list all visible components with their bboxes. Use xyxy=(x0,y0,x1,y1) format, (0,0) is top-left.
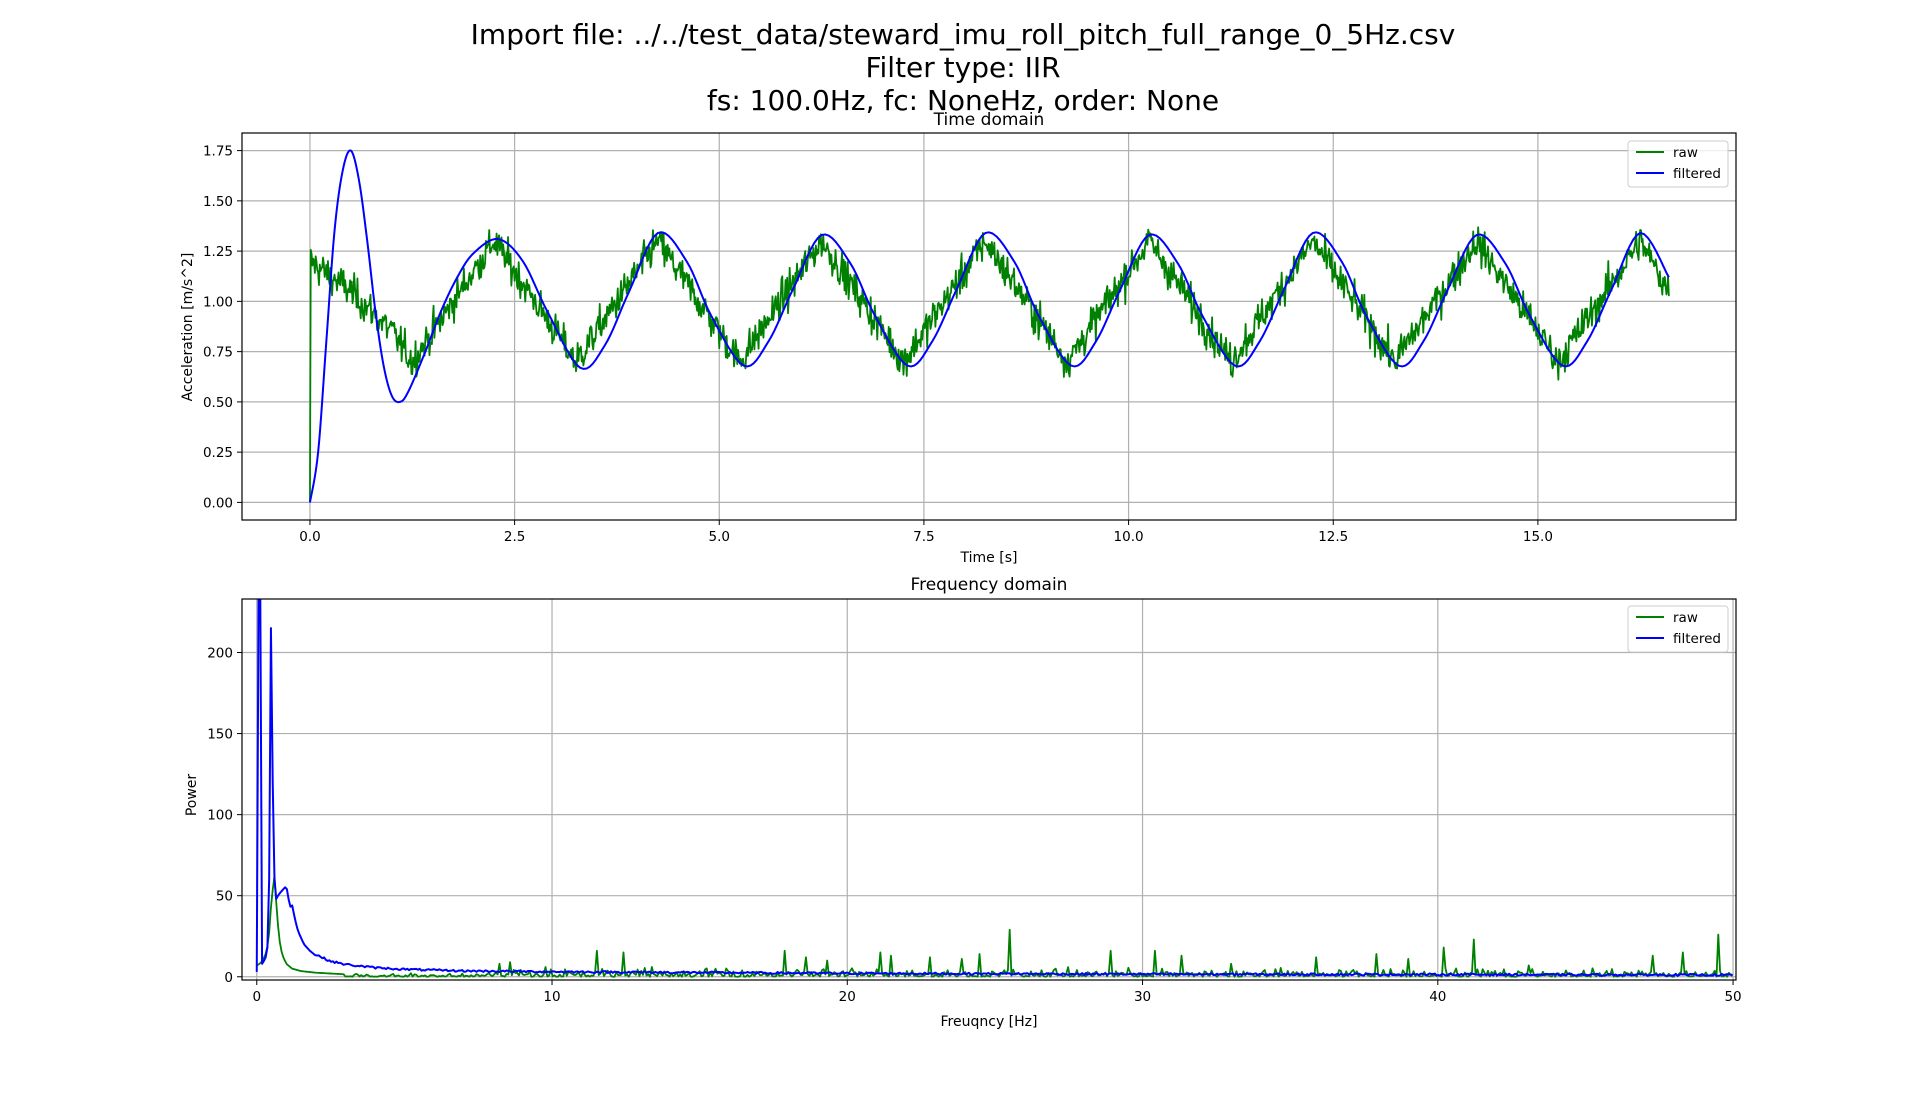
time-y-tick-label: 1.75 xyxy=(203,144,233,160)
legend-raw-label: raw xyxy=(1673,145,1698,161)
freq-x-tick-label: 0 xyxy=(252,989,261,1005)
time-y-tick-label: 1.00 xyxy=(203,294,233,310)
figure-title-line-3: fs: 100.0Hz, fc: NoneHz, order: None xyxy=(707,84,1219,117)
time-x-tick-label: 15.0 xyxy=(1523,529,1553,545)
time-y-tick-label: 0.25 xyxy=(203,445,233,461)
time-y-tick-label: 0.50 xyxy=(203,395,233,411)
frequency-domain-y-axis-label: Power xyxy=(184,774,200,817)
freq-x-tick-label: 30 xyxy=(1134,989,1151,1005)
frequency-domain-axes: Frequency domain 0 10 20 30 40 50 0 50 100 150 200… xyxy=(184,575,1742,1030)
time-x-tick-label: 12.5 xyxy=(1318,529,1348,545)
freq-y-tick-label: 50 xyxy=(216,889,233,905)
frequency-domain-plot-area xyxy=(255,599,1733,978)
legend-filtered-label: filtered xyxy=(1673,166,1721,182)
time-domain-frame xyxy=(241,132,1737,521)
time-domain-legend: raw filtered xyxy=(1627,140,1729,188)
freq-x-tick-label: 10 xyxy=(543,989,560,1005)
legend-filtered-label: filtered xyxy=(1673,631,1721,647)
time-x-tick-label: 2.5 xyxy=(504,529,525,545)
freq-x-tick-label: 40 xyxy=(1429,989,1446,1005)
frequency-domain-frame xyxy=(241,598,1737,981)
time-domain-plot-area xyxy=(308,149,1670,503)
time-domain-ticks: 0.0 2.5 5.0 7.5 10.0 12.5 15.0 0.00 0.25 0.50 0.75… xyxy=(203,144,1553,545)
time-x-tick-label: 0.0 xyxy=(299,529,320,545)
freq-y-tick-label: 0 xyxy=(224,970,233,986)
time-x-tick-label: 5.0 xyxy=(709,529,730,545)
time-y-tick-label: 1.25 xyxy=(203,244,233,260)
freq-y-tick-label: 200 xyxy=(207,646,233,662)
time-domain-x-axis-label: Time [s] xyxy=(960,550,1018,566)
freq-filtered-series-line xyxy=(255,599,1733,977)
time-domain-axes: Time domain 0.0 2.5 5.0 7.5 10.0 12.5 15.0 0.00… xyxy=(180,110,1737,566)
time-domain-title: Time domain xyxy=(933,110,1045,130)
frequency-domain-x-axis-label: Freuqncy [Hz] xyxy=(941,1014,1038,1030)
figure-title-line-2: Filter type: IIR xyxy=(865,51,1060,84)
freq-y-tick-label: 100 xyxy=(207,808,233,824)
frequency-domain-ticks: 0 10 20 30 40 50 0 50 100 150 200 xyxy=(207,646,1741,1005)
time-filtered-series-line xyxy=(308,149,1670,503)
legend-raw-label: raw xyxy=(1673,610,1698,626)
freq-x-tick-label: 20 xyxy=(839,989,856,1005)
time-y-tick-label: 0.75 xyxy=(203,345,233,361)
time-raw-series-line xyxy=(309,226,1670,503)
time-x-tick-label: 10.0 xyxy=(1114,529,1144,545)
time-domain-y-axis-label: Acceleration [m/s^2] xyxy=(180,253,196,402)
time-x-tick-label: 7.5 xyxy=(913,529,934,545)
time-y-tick-label: 0.00 xyxy=(203,495,233,511)
time-y-tick-label: 1.50 xyxy=(203,194,233,210)
frequency-domain-legend: raw filtered xyxy=(1627,605,1729,653)
freq-x-tick-label: 50 xyxy=(1724,989,1741,1005)
figure-title-line-1: Import file: ../../test_data/steward_imu… xyxy=(471,18,1456,51)
freq-y-tick-label: 150 xyxy=(207,727,233,743)
frequency-domain-title: Frequency domain xyxy=(911,575,1068,595)
